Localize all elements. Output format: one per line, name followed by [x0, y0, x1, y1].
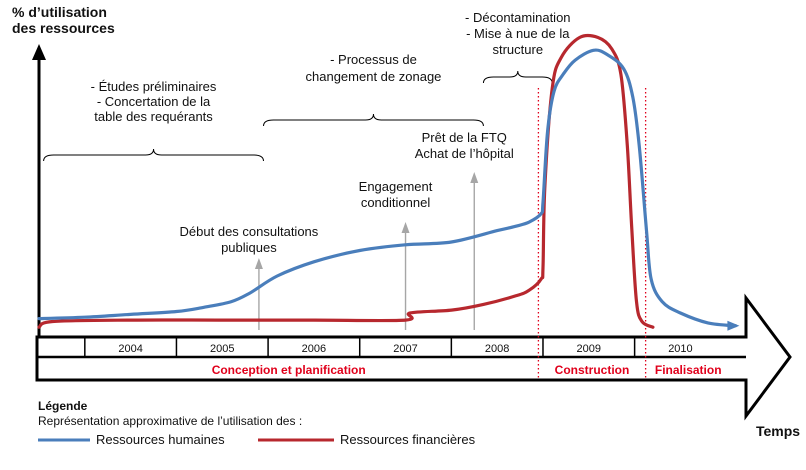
phase-brace-labels: - Études préliminaires- Concertation de … — [91, 10, 571, 124]
year-ticks — [84, 337, 636, 357]
phase-label-conception-et-planification: Conception et planification — [212, 363, 366, 377]
legend-label-humaines: Ressources humaines — [96, 432, 225, 447]
phase-brace-label-line: structure — [492, 42, 543, 57]
year-label-2004: 2004 — [118, 343, 142, 355]
series-arrowhead-humaines — [727, 320, 740, 331]
year-label-2005: 2005 — [210, 343, 234, 355]
event-label-line: Début des consultations — [180, 224, 319, 239]
phase-label-construction: Construction — [555, 363, 630, 377]
phase-brace — [482, 70, 553, 84]
year-label-2009: 2009 — [577, 343, 601, 355]
phase-brace-label-line: - Mise à nue de la — [466, 26, 570, 41]
phase-brace-label-line: - Processus de — [330, 52, 417, 67]
legend: Légende Représentation approximative de … — [38, 399, 476, 447]
y-axis-title-line-2: des ressources — [12, 20, 115, 36]
series-lines — [37, 33, 740, 331]
event-label-line: Achat de l’hôpital — [415, 146, 514, 161]
event-label-line: Prêt de la FTQ — [422, 130, 507, 145]
event-label-line: publiques — [221, 240, 277, 255]
phase-brace — [43, 148, 265, 162]
event-label-line: conditionnel — [361, 195, 430, 210]
phase-brace-label-line: - Concertation de la — [97, 94, 211, 109]
phase-markers — [537, 88, 647, 380]
legend-subtitle: Représentation approximative de l’utilis… — [38, 414, 302, 428]
event-arrowhead — [470, 172, 479, 183]
phase-brace — [263, 113, 484, 127]
event-label-line: Engagement — [359, 179, 433, 194]
year-label-2007: 2007 — [393, 343, 417, 355]
y-axis-arrowhead — [32, 44, 46, 60]
phase-brace-label-line: - Études préliminaires — [91, 79, 217, 94]
phase-labels: Conception et planification Construction F… — [212, 363, 722, 377]
phase-braces — [43, 70, 553, 162]
phase-label-finalisation: Finalisation — [655, 363, 722, 377]
x-axis-title: Temps — [756, 423, 800, 439]
legend-title: Légende — [38, 399, 88, 413]
year-label-2008: 2008 — [485, 343, 509, 355]
year-labels: 2004 2005 2006 2007 2008 2009 2010 — [118, 343, 692, 355]
event-arrowhead — [254, 258, 263, 269]
phase-brace-label-line: changement de zonage — [306, 69, 442, 84]
y-axis-title-line-1: % d’utilisation — [12, 4, 107, 20]
series-line-ressources-humaines — [37, 48, 737, 328]
year-label-2006: 2006 — [302, 343, 326, 355]
year-label-2010: 2010 — [668, 343, 692, 355]
event-arrowhead — [401, 222, 410, 233]
legend-label-financieres: Ressources financières — [340, 432, 476, 447]
series-line-ressources-financieres — [37, 33, 655, 329]
phase-brace-label-line: - Décontamination — [465, 10, 571, 25]
phase-brace-label-line: table des requérants — [94, 109, 213, 124]
